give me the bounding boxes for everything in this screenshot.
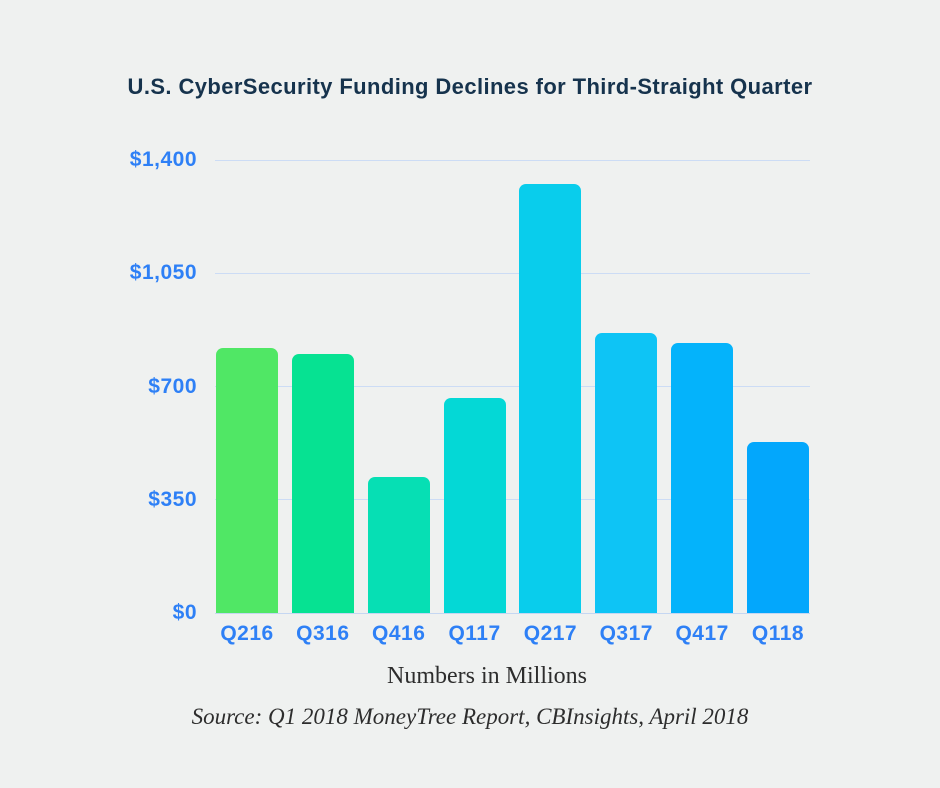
x-axis-tick-label-q117: Q117 — [448, 622, 501, 645]
bar-q316 — [291, 354, 354, 613]
x-axis-tick-label-q118: Q118 — [751, 622, 805, 645]
gridline-700 — [215, 386, 810, 387]
x-axis-line — [215, 613, 810, 614]
bar-q217 — [519, 184, 582, 613]
y-axis-tick-label: $1,400 — [129, 148, 197, 171]
x-axis-tick-label-q416: Q416 — [372, 622, 426, 645]
units-note: Numbers in Millions — [386, 663, 587, 689]
x-axis-tick-label-q316: Q316 — [296, 622, 350, 645]
bar-q216 — [216, 347, 278, 613]
bar-q416 — [367, 477, 430, 613]
y-axis-tick-label: $700 — [148, 374, 197, 398]
bar-q317 — [595, 333, 658, 613]
x-axis-tick-label-q417: Q417 — [675, 622, 729, 645]
chart-title: U.S. CyberSecurity Funding Declines for … — [127, 74, 813, 99]
gridline-1400 — [215, 159, 810, 161]
x-axis-tick-label-q317: Q317 — [599, 622, 653, 645]
bar-q117 — [443, 397, 506, 613]
bar-q118 — [747, 441, 809, 613]
y-axis-tick-label: $0 — [172, 601, 197, 624]
x-axis-tick-label-q216: Q216 — [220, 622, 274, 645]
bar-q417 — [671, 342, 734, 613]
source-note: Source: Q1 2018 MoneyTree Report, CBInsi… — [191, 704, 749, 729]
gridline-1050 — [215, 272, 810, 274]
gridline-350 — [215, 499, 810, 501]
y-axis-tick-label: $350 — [148, 487, 197, 511]
bar-chart-plot-area: $0 $350 $700 $1,050 $1,400 Q216 Q316 Q416 Q117 Q2… — [130, 148, 810, 645]
y-axis-tick-label: $1,050 — [129, 261, 197, 285]
x-axis-tick-label-q217: Q217 — [523, 622, 578, 645]
